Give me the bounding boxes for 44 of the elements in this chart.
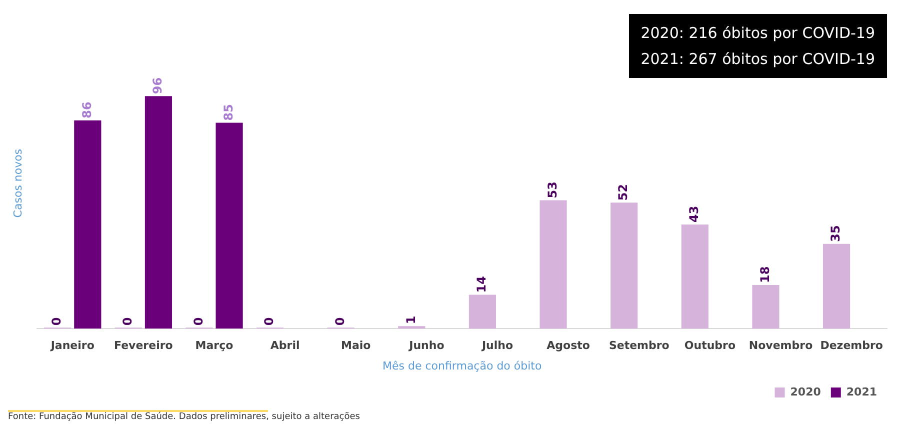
- bar: [74, 120, 102, 329]
- data-label: 96: [150, 77, 165, 94]
- x-tick-label: Outubro: [684, 339, 736, 352]
- data-label: 14: [474, 276, 489, 293]
- y-axis-title: Casos novos: [11, 148, 24, 218]
- data-label: 0: [120, 317, 134, 326]
- data-label: 1: [404, 316, 418, 324]
- bar: [468, 294, 496, 329]
- x-tick-label: Junho: [408, 339, 445, 352]
- data-label: 0: [332, 317, 347, 326]
- x-tick-label: Julho: [480, 339, 514, 352]
- x-tick-label: Abril: [270, 339, 300, 352]
- bar: [144, 96, 172, 329]
- bar: [540, 200, 567, 329]
- data-label: 35: [828, 225, 843, 242]
- bar: [752, 285, 780, 329]
- x-tick-label: Janeiro: [50, 339, 95, 352]
- legend-label: 2021: [846, 385, 878, 398]
- bar: [398, 326, 426, 329]
- bar: [610, 202, 638, 329]
- source-note: Fonte: Fundação Municipal de Saúde. Dados preliminares, sujeito a alterações: [8, 412, 360, 422]
- data-label: 0: [50, 317, 64, 326]
- x-tick-label: Setembro: [608, 339, 670, 352]
- data-label: 85: [221, 104, 236, 121]
- bar: [216, 122, 243, 329]
- x-axis-title: Mês de confirmação do óbito: [382, 359, 542, 372]
- data-label: 18: [758, 266, 772, 284]
- data-label: 53: [545, 182, 560, 198]
- legend-label: 2020: [790, 385, 822, 398]
- bar: [681, 224, 708, 329]
- x-tick-label: Dezembro: [820, 339, 884, 352]
- data-label: 52: [616, 184, 630, 201]
- x-tick-label: Maio: [341, 339, 372, 352]
- data-label: 0: [191, 317, 206, 326]
- x-tick-label: Novembro: [748, 339, 814, 352]
- data-label: 0: [262, 317, 276, 326]
- x-tick-label: Março: [195, 339, 234, 352]
- bar: [823, 244, 850, 329]
- data-label: 43: [687, 206, 702, 222]
- text: 2020: 216 óbitos por COVID-19: [640, 23, 875, 44]
- data-label: 86: [80, 102, 94, 118]
- text: 2021: 267 óbitos por COVID-19: [640, 49, 875, 70]
- x-tick-label: Agosto: [546, 339, 590, 352]
- x-tick-label: Fevereiro: [114, 339, 174, 352]
